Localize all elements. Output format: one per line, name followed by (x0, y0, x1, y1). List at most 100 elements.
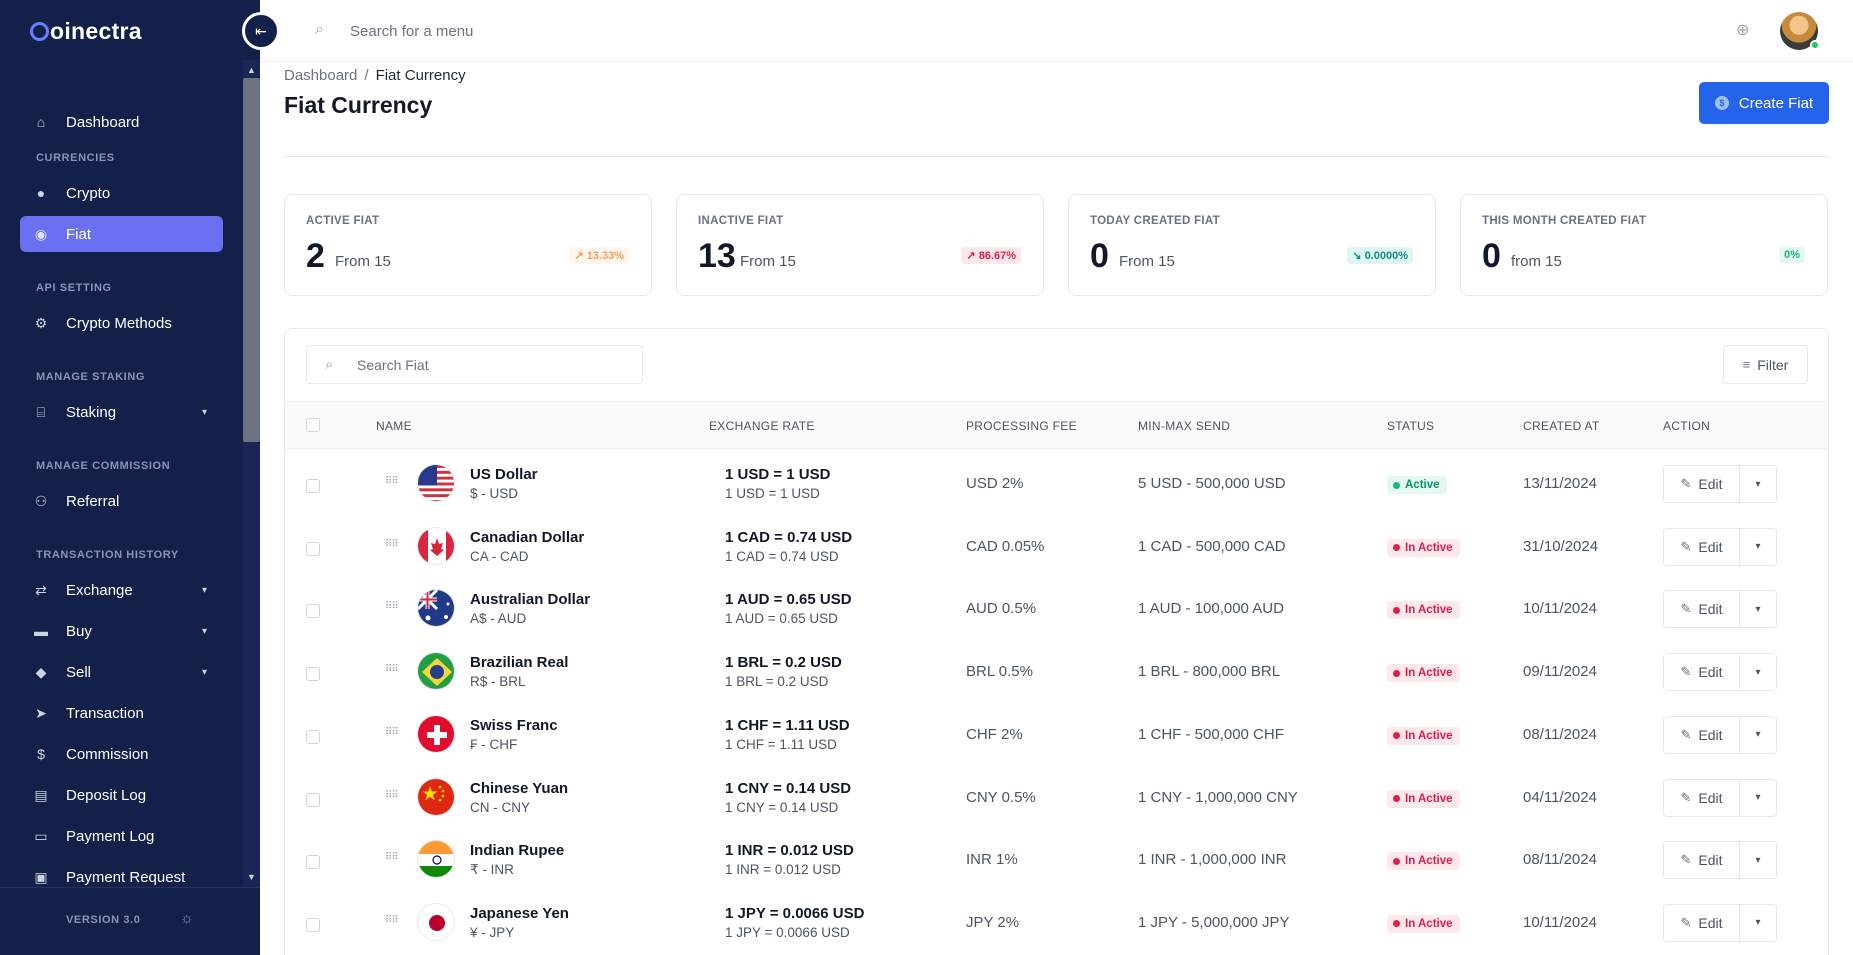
app-logo[interactable]: oinectra (30, 18, 142, 45)
stat-value: 0 (1482, 237, 1501, 275)
currency-name: Chinese Yuan (470, 779, 569, 797)
sidebar-item-label: Dashboard (66, 113, 140, 131)
sidebar-item-label: Sell (66, 663, 92, 681)
app-name: oinectra (50, 18, 142, 44)
created-at: 31/10/2024 (1523, 537, 1599, 555)
flag-ca-icon (417, 526, 455, 565)
processing-fee: INR 1% (966, 851, 1018, 869)
drag-handle-icon[interactable]: ⠿⠿ (385, 852, 399, 864)
row-actions-dropdown-button[interactable]: ▾ (1739, 590, 1777, 629)
status-badge: In Active (1387, 789, 1460, 808)
drag-handle-icon[interactable]: ⠿⠿ (385, 476, 399, 487)
edit-button[interactable]: ✎ Edit (1663, 527, 1740, 566)
scroll-up-icon[interactable]: ▲ (247, 65, 256, 75)
section-label-manage-commission: MANAGE COMMISSION (36, 460, 171, 472)
sidebar-item-fiat[interactable]: ◉ Fiat (20, 216, 223, 252)
row-checkbox[interactable] (306, 479, 320, 493)
currency-code: CA - CAD (470, 548, 529, 564)
row-checkbox[interactable] (306, 729, 320, 744)
edit-button[interactable]: ✎ Edit (1663, 903, 1740, 942)
coin-icon: $ (1714, 96, 1729, 110)
edit-icon: ✎ (1680, 914, 1692, 930)
sidebar-item-crypto[interactable]: ● Crypto (20, 175, 223, 211)
sidebar-item-payment-request[interactable]: ▣ Payment Request (20, 859, 223, 887)
sidebar-item-staking[interactable]: ⌸ Staking ▾ (20, 394, 223, 430)
row-checkbox[interactable] (306, 541, 320, 556)
sidebar-item-payment-log[interactable]: ▭ Payment Log (20, 818, 223, 854)
stat-sub: From 15 (1119, 253, 1175, 270)
edit-button[interactable]: ✎ Edit (1663, 715, 1740, 754)
stat-badge: ↗ 13.33% (569, 247, 629, 264)
edit-button[interactable]: ✎ Edit (1663, 778, 1740, 817)
filter-button[interactable]: ≡ Filter (1723, 345, 1808, 384)
coin-icon: ◉ (34, 225, 48, 242)
column-header-created-at[interactable]: CREATED AT (1523, 419, 1600, 433)
stat-sub: From 15 (335, 253, 391, 270)
select-all-checkbox[interactable] (306, 418, 320, 432)
sidebar-item-exchange[interactable]: ⇄ Exchange ▾ (20, 572, 223, 608)
currency-code: $ - USD (470, 486, 519, 501)
menu-search-input[interactable] (350, 17, 750, 45)
sidebar-item-deposit-log[interactable]: ▤ Deposit Log (20, 777, 223, 813)
sidebar-item-crypto-methods[interactable]: ⚙ Crypto Methods (20, 305, 223, 341)
row-checkbox[interactable] (306, 604, 320, 619)
column-header-name[interactable]: NAME (376, 419, 412, 433)
row-actions-dropdown-button[interactable]: ▾ (1739, 778, 1777, 817)
exchange-rate-secondary: 1 CHF = 1.11 USD (725, 736, 837, 752)
column-header-exchange-rate[interactable]: EXCHANGE RATE (709, 419, 815, 433)
row-actions-dropdown-button[interactable]: ▾ (1739, 653, 1777, 692)
sidebar-item-transaction[interactable]: ➤ Transaction (20, 695, 223, 731)
column-header-processing-fee[interactable]: PROCESSING FEE (966, 419, 1077, 433)
fiat-search-input[interactable] (357, 354, 627, 376)
stat-sub: from 15 (1511, 253, 1562, 270)
sidebar-item-sell[interactable]: ◆ Sell ▾ (20, 654, 223, 690)
column-header-action: ACTION (1663, 419, 1711, 433)
breadcrumb-home-link[interactable]: Dashboard (284, 67, 358, 84)
drag-handle-icon[interactable]: ⠿⠿ (385, 664, 399, 676)
drag-handle-icon[interactable]: ⠿⠿ (385, 789, 399, 801)
drag-handle-icon[interactable]: ⠿⠿ (385, 726, 399, 738)
stat-value: 0 (1090, 237, 1109, 275)
sidebar-item-dashboard[interactable]: ⌂ Dashboard (20, 104, 223, 140)
column-header-min-max-send[interactable]: MIN-MAX SEND (1138, 419, 1231, 433)
theme-toggle-sun-icon[interactable]: ☼ (180, 910, 194, 927)
sidebar-item-buy[interactable]: ▬ Buy ▾ (20, 613, 223, 649)
edit-button[interactable]: ✎ Edit (1663, 590, 1740, 629)
row-checkbox[interactable] (306, 917, 320, 932)
row-actions-dropdown-button[interactable]: ▾ (1739, 527, 1777, 566)
status-dot (1393, 732, 1400, 740)
drag-handle-icon[interactable]: ⠿⠿ (385, 538, 399, 550)
exchange-rate-secondary: 1 INR = 0.012 USD (725, 862, 841, 878)
drag-handle-icon[interactable]: ⠿⠿ (385, 601, 399, 613)
sidebar-item-referral[interactable]: ⚇ Referral (20, 483, 223, 519)
page-title: Fiat Currency (284, 92, 433, 118)
row-checkbox[interactable] (306, 792, 320, 807)
drag-handle-icon[interactable]: ⠿⠿ (385, 914, 399, 926)
row-actions-dropdown-button[interactable]: ▾ (1739, 715, 1777, 754)
column-header-status[interactable]: STATUS (1387, 419, 1435, 433)
chevron-down-icon: ▾ (1755, 666, 1761, 678)
scroll-down-icon[interactable]: ▼ (247, 872, 256, 882)
edit-button[interactable]: ✎ Edit (1663, 653, 1740, 692)
edit-button[interactable]: ✎ Edit (1663, 465, 1740, 503)
row-actions-dropdown-button[interactable]: ▾ (1739, 841, 1777, 880)
row-checkbox[interactable] (306, 667, 320, 682)
stat-sub: From 15 (740, 253, 796, 270)
currency-name: Canadian Dollar (470, 528, 585, 546)
edit-icon: ✎ (1680, 538, 1692, 554)
flag-cn-icon (417, 777, 455, 816)
processing-fee: BRL 0.5% (966, 663, 1033, 681)
sidebar-item-label: Buy (66, 622, 92, 640)
sidebar-collapse-button[interactable]: ⇤ (242, 12, 280, 50)
language-globe-icon[interactable]: ⊕ (1736, 22, 1750, 39)
row-checkbox[interactable] (306, 855, 320, 870)
sidebar-scroll-thumb[interactable] (243, 78, 260, 442)
create-fiat-button[interactable]: $ Create Fiat (1699, 82, 1829, 124)
sidebar-item-commission[interactable]: $ Commission (20, 736, 223, 772)
row-actions-dropdown-button[interactable]: ▾ (1739, 465, 1777, 503)
sidebar-footer: VERSION 3.0 ☼ (0, 887, 260, 955)
edit-button[interactable]: ✎ Edit (1663, 841, 1740, 880)
row-actions-dropdown-button[interactable]: ▾ (1739, 903, 1777, 942)
status-badge: In Active (1387, 852, 1460, 871)
edit-icon: ✎ (1680, 664, 1692, 680)
